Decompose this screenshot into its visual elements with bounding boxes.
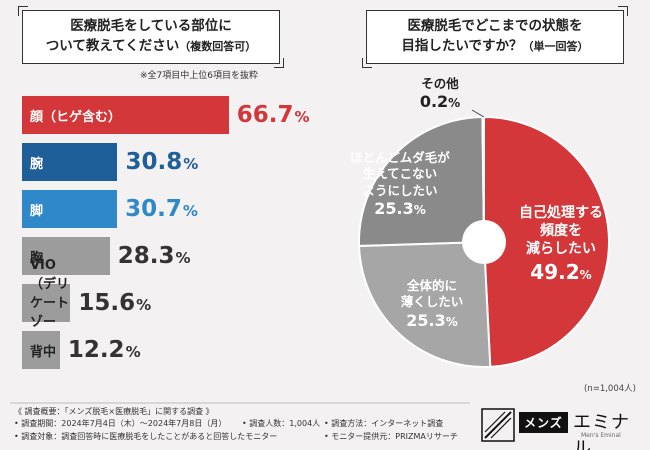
other-leader-line (471, 109, 485, 118)
bar-value-label: 28.3% (117, 243, 191, 269)
pie-slice (358, 240, 492, 368)
bar: 背中 (22, 331, 60, 369)
left-title-line3: （複数回答可） (179, 40, 257, 53)
bar: 顔（ヒゲ含む） (22, 96, 229, 134)
footer-divider (10, 402, 470, 404)
bar: 腕 (22, 143, 118, 181)
pie-pct-bottom: % (445, 314, 458, 329)
pie-label-bottom-line1: 全体的に (406, 278, 457, 293)
pie-value-left: 25.3 (374, 198, 414, 218)
bar: 脚 (22, 190, 118, 228)
left-title-line1: 医療脱毛をしている部位に (70, 18, 232, 35)
donut-hole (462, 220, 506, 264)
survey-overview: 《 調査概要：「メンズ脱毛×医療脱毛」に関する調査 》 • 調査期間：2024年… (14, 406, 458, 443)
right-title-line3: （単一回答） (522, 40, 589, 53)
bar-category-label: 顔（ヒゲ含む） (30, 109, 122, 125)
bar-row: 顔（ヒゲ含む） 66.7% (22, 96, 310, 134)
bar-row: 背中 12.2% (22, 331, 141, 369)
survey-period: • 調査期間：2024年7月4日（木）〜2024年7月8日（月） (14, 419, 227, 429)
pie-label-red: 自己処理する 頻度を 減らしたい 49.2% (506, 204, 616, 285)
survey-people: • 調査人数：1,004人 (242, 419, 321, 429)
bar-value-label: 66.7% (236, 102, 310, 128)
right-title-line1: 医療脱毛でどこまでの状態を (407, 18, 583, 35)
left-chart-title: 医療脱毛をしている部位に ついて教えてください（複数回答可） (18, 6, 284, 68)
survey-title: 《 調査概要：「メンズ脱毛×医療脱毛」に関する調査 》 (14, 407, 214, 416)
logo-tag: メンズ (519, 412, 568, 433)
pie-pct-left: % (413, 202, 426, 217)
pie-value-other: 0.2 (419, 92, 449, 112)
selection-note: ※全7項目中上位6項目を抜粋 (140, 71, 258, 81)
sample-size-note: (n=1,004人) (584, 384, 636, 394)
right-title-line2: 目指したいですか？ (401, 38, 523, 54)
logo-sub: Men's Eminal (581, 432, 621, 439)
bar-category-label: 胸 (30, 250, 44, 266)
survey-provider: • モニター提供元：PRIZMAリサーチ (324, 431, 458, 441)
mens-eminal-logo: メンズ エミナル Men's Eminal (481, 408, 641, 450)
pie-value-bottom: 25.3 (406, 310, 446, 330)
donut-chart (358, 109, 610, 368)
pie-label-left: ほとんどムダ毛が 生えてこない ようにしたい 25.3% (342, 150, 458, 220)
pie-label-left-line1: ほとんどムダ毛が (350, 150, 450, 165)
survey-target: • 調査対象：調査回答時に医療脱毛をしたことがあると回答したモニター (14, 431, 278, 441)
left-title-line2: ついて教えてください (45, 38, 180, 54)
bar-row: 胸 28.3% (22, 237, 191, 275)
pie-pct-other: % (448, 96, 461, 111)
pie-label-red-line2: 頻度を (540, 223, 582, 240)
bar-category-label: 腕 (30, 156, 44, 172)
pie-label-bottom-line2: 薄くしたい (400, 294, 464, 310)
pie-label-red-line3: 減らしたい (526, 241, 596, 258)
pie-slice (358, 115, 486, 247)
bar-category-label: 背中 (30, 344, 57, 360)
pie-slice (483, 115, 610, 368)
survey-method: • 調査方法：インターネット調査 (324, 419, 444, 429)
bar-value-label: 15.6% (78, 290, 152, 316)
pie-pct-red: % (579, 267, 592, 282)
pie-label-left-line3: ようにしたい (362, 182, 438, 198)
pie-label-other: その他 0.2% (400, 76, 480, 113)
pie-label-left-line2: 生えてこない (362, 166, 438, 182)
bar-row: 腕 30.8% (22, 143, 198, 181)
survey-footer: 《 調査概要：「メンズ脱毛×医療脱毛」に関する調査 》 • 調査期間：2024年… (0, 400, 650, 450)
pie-label-bottom: 全体的に 薄くしたい 25.3% (382, 278, 482, 331)
bar-category-label: 脚 (30, 203, 44, 219)
pie-value-red: 49.2 (530, 259, 580, 284)
right-chart-title: 医療脱毛でどこまでの状態を 目指したいですか？（単一回答） (362, 6, 628, 68)
bar-row: 脚 30.7% (22, 190, 198, 228)
bar-value-label: 30.8% (125, 149, 199, 175)
pie-label-red-line1: 自己処理する (519, 205, 603, 221)
pie-label-other-line: その他 (421, 76, 459, 91)
bar-value-label: 30.7% (125, 196, 198, 222)
logo-brand: エミナル (573, 412, 630, 450)
logo-mark-icon (481, 408, 515, 442)
bar-value-label: 12.2% (67, 337, 141, 363)
bar: 胸 (22, 237, 110, 275)
